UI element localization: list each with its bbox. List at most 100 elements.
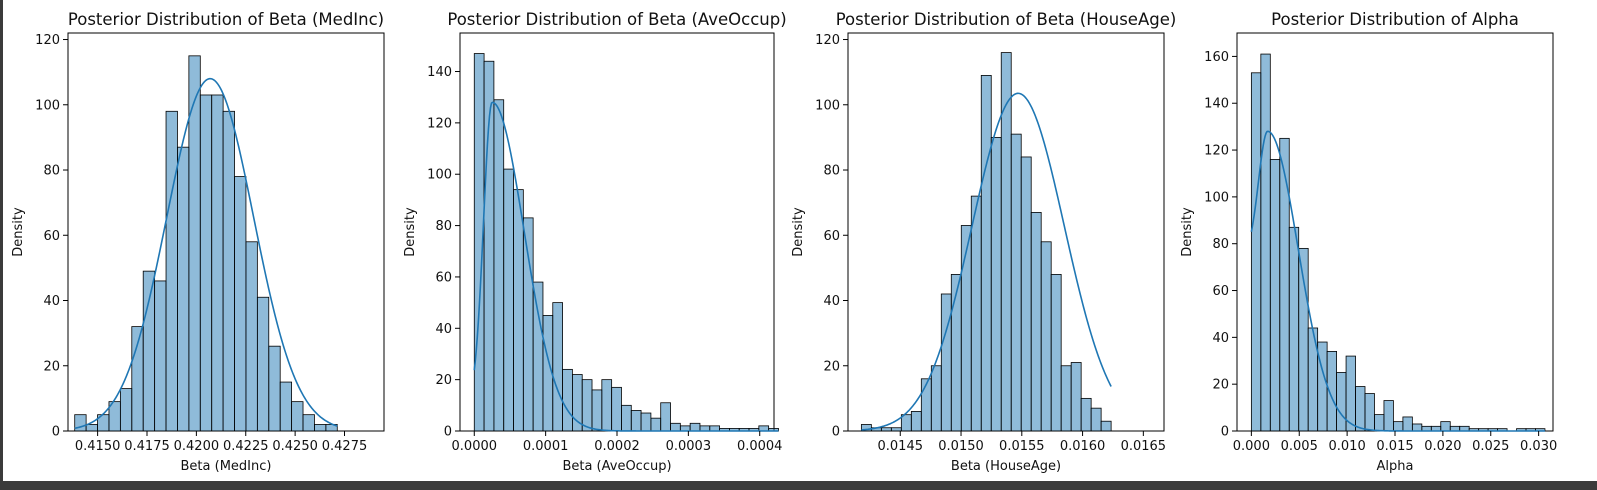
histogram-bar xyxy=(74,414,87,432)
kde-curve xyxy=(74,77,338,430)
histogram-bar xyxy=(165,110,178,432)
kde-curve xyxy=(1250,130,1545,432)
histogram-bar xyxy=(177,146,190,432)
x-axis-label: Beta (MedInc) xyxy=(181,459,272,474)
y-tick-label: 80 xyxy=(43,164,60,179)
histogram-bar xyxy=(234,176,247,432)
y-tick-label: 0 xyxy=(1221,425,1229,440)
histogram-bars xyxy=(860,52,1112,432)
histogram-bar xyxy=(1411,423,1423,432)
x-tick-label: 0.015 xyxy=(1376,439,1413,454)
histogram-bar xyxy=(1260,53,1271,432)
chart-panel-houseage: 0.0145 0.0150 0.0155 0.0160 0.0165 0 20 40 60 80… xyxy=(791,10,1176,474)
histogram-bar xyxy=(1374,414,1385,432)
y-axis-ticks: 0 20 40 60 80 100 120 xyxy=(35,33,68,440)
histogram-bar xyxy=(222,110,235,432)
histogram-bar xyxy=(562,368,573,432)
histogram-bar xyxy=(522,217,534,432)
histogram-bar xyxy=(1100,420,1112,432)
histogram-bar xyxy=(279,381,293,432)
histogram-bar xyxy=(302,414,315,432)
x-tick-label: 0.4250 xyxy=(272,439,318,454)
y-axis-label: Density xyxy=(11,207,26,257)
histogram-bar xyxy=(493,99,505,432)
histogram-bar xyxy=(1050,274,1062,432)
histogram-bar xyxy=(990,136,1002,432)
x-tick-label: 0.4175 xyxy=(124,439,170,454)
histogram-bar xyxy=(154,280,167,432)
y-tick-label: 0 xyxy=(52,425,60,440)
y-tick-label: 40 xyxy=(435,322,452,337)
histogram-bars xyxy=(473,53,779,432)
x-axis-ticks: 0.4150 0.4175 0.4200 0.4225 0.4250 0.4275 xyxy=(75,431,367,454)
y-tick-label: 20 xyxy=(43,359,60,374)
y-tick-label: 160 xyxy=(1204,50,1229,65)
histogram-bar xyxy=(1440,421,1451,432)
chart-title: Posterior Distribution of Beta (MedInc) xyxy=(68,10,384,29)
x-axis-ticks: 0.000 0.005 0.010 0.015 0.020 0.025 0.030 xyxy=(1233,431,1557,454)
y-tick-label: 120 xyxy=(1204,144,1229,159)
histogram-bar xyxy=(268,345,281,432)
y-tick-label: 0 xyxy=(444,425,452,440)
x-axis-label: Beta (AveOccup) xyxy=(562,459,671,474)
chart-panel-medinc: 0.4150 0.4175 0.4200 0.4225 0.4250 0.4275 0 20… xyxy=(11,10,385,474)
chart-title: Posterior Distribution of Beta (HouseAge… xyxy=(836,10,1177,29)
histogram-bar xyxy=(980,75,992,432)
histogram-bar xyxy=(314,424,327,432)
histogram-bar xyxy=(532,281,544,432)
histogram-bar xyxy=(660,402,671,432)
x-tick-label: 0.030 xyxy=(1520,439,1557,454)
histogram-bar xyxy=(199,94,213,432)
histogram-bar xyxy=(1336,372,1347,432)
y-tick-label: 40 xyxy=(1212,331,1229,346)
x-tick-label: 0.0001 xyxy=(523,439,569,454)
y-tick-label: 120 xyxy=(35,33,60,48)
histogram-bar xyxy=(1279,137,1290,432)
y-tick-label: 60 xyxy=(43,229,60,244)
y-tick-label: 100 xyxy=(1204,190,1229,205)
x-tick-label: 0.010 xyxy=(1329,439,1366,454)
chart-title: Posterior Distribution of Alpha xyxy=(1271,10,1519,29)
y-tick-label: 0 xyxy=(832,425,840,440)
histogram-bar xyxy=(211,94,224,432)
y-tick-label: 60 xyxy=(435,270,452,285)
histogram-bar xyxy=(1250,72,1262,432)
y-axis-ticks: 0 20 40 60 80 100 120 140 160 xyxy=(1204,50,1237,440)
y-axis-label: Density xyxy=(403,207,418,257)
histogram-bar xyxy=(1040,241,1052,432)
x-tick-label: 0.000 xyxy=(1233,439,1270,454)
y-tick-label: 140 xyxy=(1204,97,1229,112)
x-tick-label: 0.020 xyxy=(1424,439,1461,454)
histogram-bar xyxy=(970,195,982,432)
y-tick-label: 60 xyxy=(1212,284,1229,299)
histogram-bar xyxy=(513,189,524,432)
x-tick-label: 0.0145 xyxy=(878,439,924,454)
x-tick-label: 0.0002 xyxy=(594,439,640,454)
histogram-bar xyxy=(503,168,514,432)
histogram-bar xyxy=(900,414,912,432)
histogram-bar xyxy=(591,389,603,432)
histogram-bar xyxy=(245,241,258,432)
histogram-bar xyxy=(119,388,133,432)
x-axis-ticks: 0.0000 0.0001 0.0002 0.0003 0.0004 xyxy=(452,431,782,454)
histogram-bar xyxy=(1288,226,1300,432)
y-tick-label: 120 xyxy=(427,116,452,131)
x-tick-label: 0.0000 xyxy=(452,439,498,454)
histogram-bar xyxy=(689,422,701,432)
histogram-bar xyxy=(581,379,593,432)
histogram-bar xyxy=(256,296,270,432)
x-tick-label: 0.4275 xyxy=(322,439,368,454)
histogram-bar xyxy=(880,427,892,432)
kde-curve xyxy=(861,92,1112,431)
histogram-bar xyxy=(890,427,902,432)
y-axis-ticks: 0 20 40 60 80 100 120 140 xyxy=(427,65,460,440)
x-tick-label: 0.025 xyxy=(1472,439,1509,454)
histogram-bar xyxy=(1060,365,1072,432)
histogram-bar xyxy=(910,411,922,432)
histogram-bar xyxy=(950,274,962,432)
histogram-bar xyxy=(640,412,652,432)
x-tick-label: 0.005 xyxy=(1281,439,1318,454)
histogram-bar xyxy=(670,422,681,432)
x-tick-label: 0.0150 xyxy=(938,439,984,454)
